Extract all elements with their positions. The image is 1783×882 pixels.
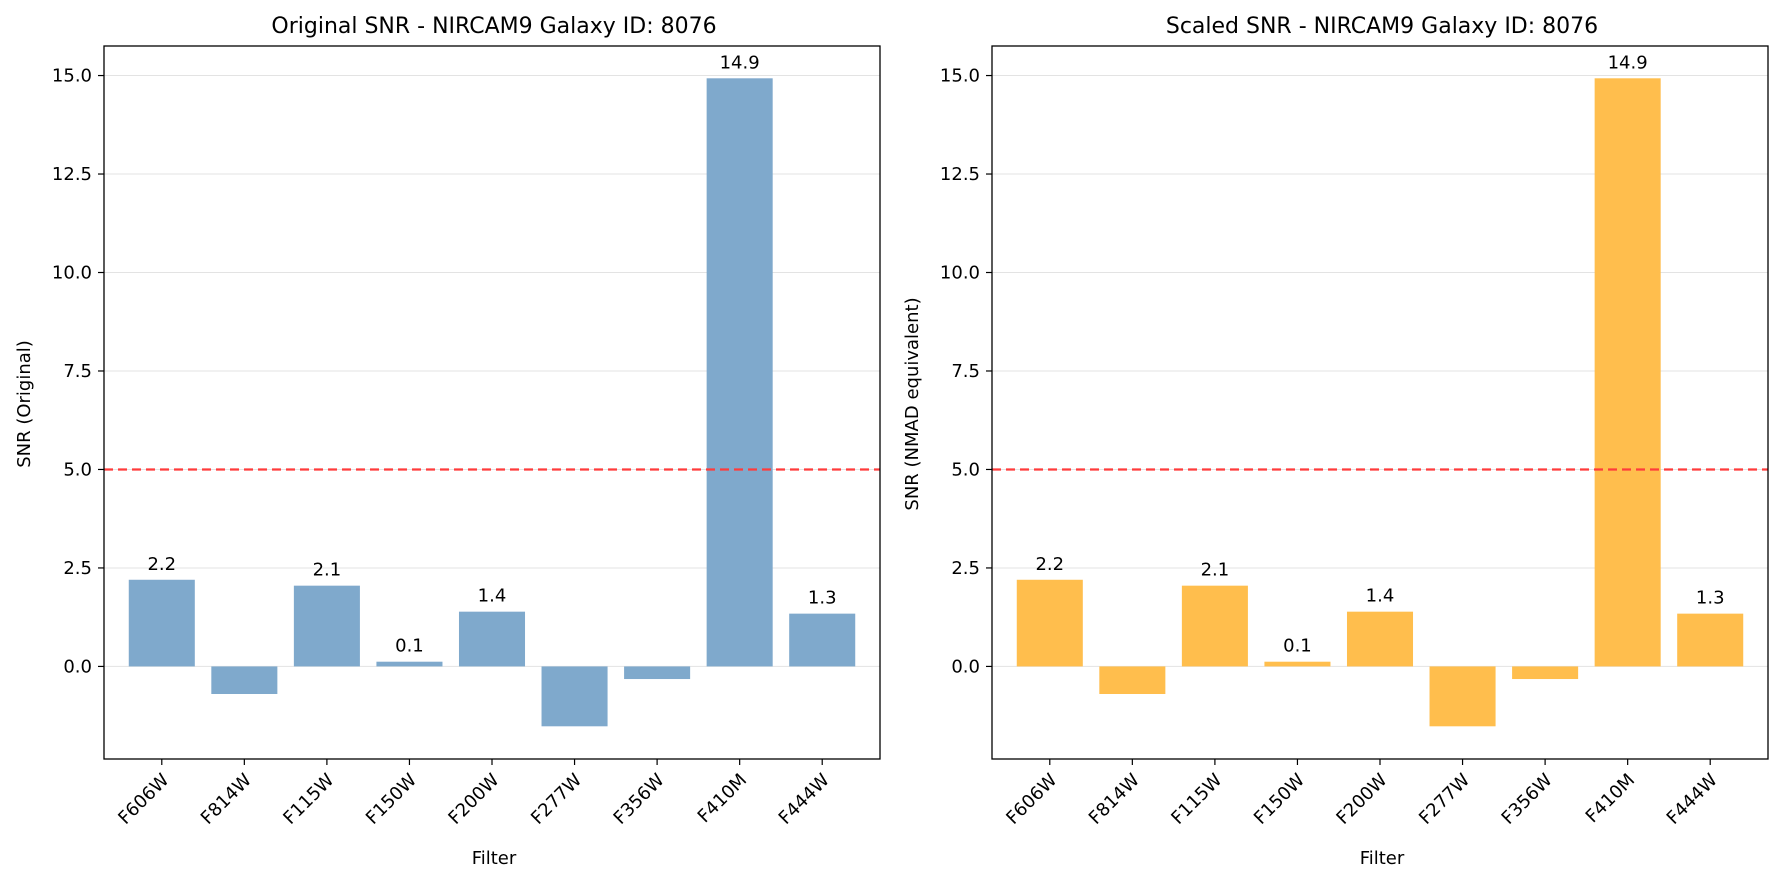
- bar-f444w: [1677, 613, 1744, 667]
- x-tick-label: F606W: [1002, 770, 1061, 829]
- y-tick-label: 10.0: [52, 263, 92, 284]
- chart-title: Original SNR - NIRCAM9 Galaxy ID: 8076: [271, 14, 716, 39]
- y-tick-label: 12.5: [52, 164, 92, 185]
- bar-f115w: [293, 585, 360, 667]
- bar-value-label: 0.1: [1283, 636, 1312, 657]
- bar-f150w: [376, 661, 443, 667]
- bar-f150w: [1264, 661, 1331, 667]
- bar-value-label: 1.4: [478, 586, 507, 607]
- bar-f814w: [211, 666, 278, 695]
- bar-f444w: [789, 613, 856, 667]
- y-axis-label: SNR (Original): [14, 340, 35, 468]
- bar-f115w: [1181, 585, 1248, 667]
- bar-value-label: 2.2: [147, 554, 176, 575]
- bar-value-label: 1.4: [1366, 586, 1395, 607]
- y-tick-label: 5.0: [63, 459, 92, 480]
- x-tick-label: F150W: [1250, 770, 1309, 829]
- y-tick-label: 15.0: [940, 66, 980, 87]
- x-tick-label: F115W: [1167, 770, 1226, 829]
- x-tick-label: F410M: [1582, 770, 1639, 827]
- y-tick-label: 2.5: [951, 558, 980, 579]
- x-tick-label: F444W: [775, 770, 834, 829]
- bar-value-label: 1.3: [808, 588, 837, 609]
- y-tick-label: 7.5: [63, 361, 92, 382]
- x-tick-label: F814W: [1085, 770, 1144, 829]
- x-tick-label: F444W: [1663, 770, 1722, 829]
- bar-f277w: [1429, 666, 1496, 727]
- x-tick-label: F814W: [197, 770, 256, 829]
- x-tick-label: F115W: [279, 770, 338, 829]
- bar-f356w: [1512, 666, 1579, 680]
- y-tick-label: 2.5: [63, 558, 92, 579]
- y-axis-label: SNR (NMAD equivalent): [902, 297, 923, 510]
- bar-value-label: 2.1: [313, 560, 342, 581]
- y-tick-label: 7.5: [951, 361, 980, 382]
- y-tick-label: 0.0: [63, 656, 92, 677]
- bar-f410m: [1594, 78, 1661, 667]
- x-tick-label: F277W: [527, 770, 586, 829]
- bar-f606w: [1016, 579, 1083, 667]
- original-snr-chart: Original SNR - NIRCAM9 Galaxy ID: 8076 F…: [14, 14, 881, 869]
- bar-value-label: 14.9: [720, 52, 760, 73]
- x-axis-label: Filter: [472, 848, 517, 869]
- x-tick-label: F277W: [1415, 770, 1474, 829]
- y-tick-label: 15.0: [52, 66, 92, 87]
- bar-value-label: 0.1: [395, 636, 424, 657]
- bar-f606w: [128, 579, 195, 667]
- bar-value-label: 14.9: [1608, 52, 1648, 73]
- x-tick-label: F200W: [1332, 770, 1391, 829]
- x-tick-label: F410M: [694, 770, 751, 827]
- y-tick-label: 10.0: [940, 263, 980, 284]
- x-tick-label: F606W: [114, 770, 173, 829]
- bar-f200w: [458, 611, 526, 667]
- bar-f277w: [541, 666, 608, 727]
- x-tick-label: F200W: [444, 770, 503, 829]
- y-tick-label: 5.0: [951, 459, 980, 480]
- x-axis-label: Filter: [1360, 848, 1405, 869]
- y-tick-label: 12.5: [940, 164, 980, 185]
- x-tick-label: F356W: [1498, 770, 1557, 829]
- scaled-snr-chart: Scaled SNR - NIRCAM9 Galaxy ID: 8076 Fil…: [902, 14, 1769, 869]
- x-tick-label: F356W: [610, 770, 669, 829]
- y-tick-label: 0.0: [951, 656, 980, 677]
- bar-f814w: [1099, 666, 1166, 695]
- x-tick-label: F150W: [362, 770, 421, 829]
- chart-title: Scaled SNR - NIRCAM9 Galaxy ID: 8076: [1166, 14, 1598, 39]
- bar-f410m: [706, 78, 773, 667]
- bar-f200w: [1346, 611, 1414, 667]
- bar-value-label: 2.2: [1035, 554, 1064, 575]
- bar-value-label: 1.3: [1696, 588, 1725, 609]
- bar-value-label: 2.1: [1201, 560, 1230, 581]
- bar-f356w: [624, 666, 691, 680]
